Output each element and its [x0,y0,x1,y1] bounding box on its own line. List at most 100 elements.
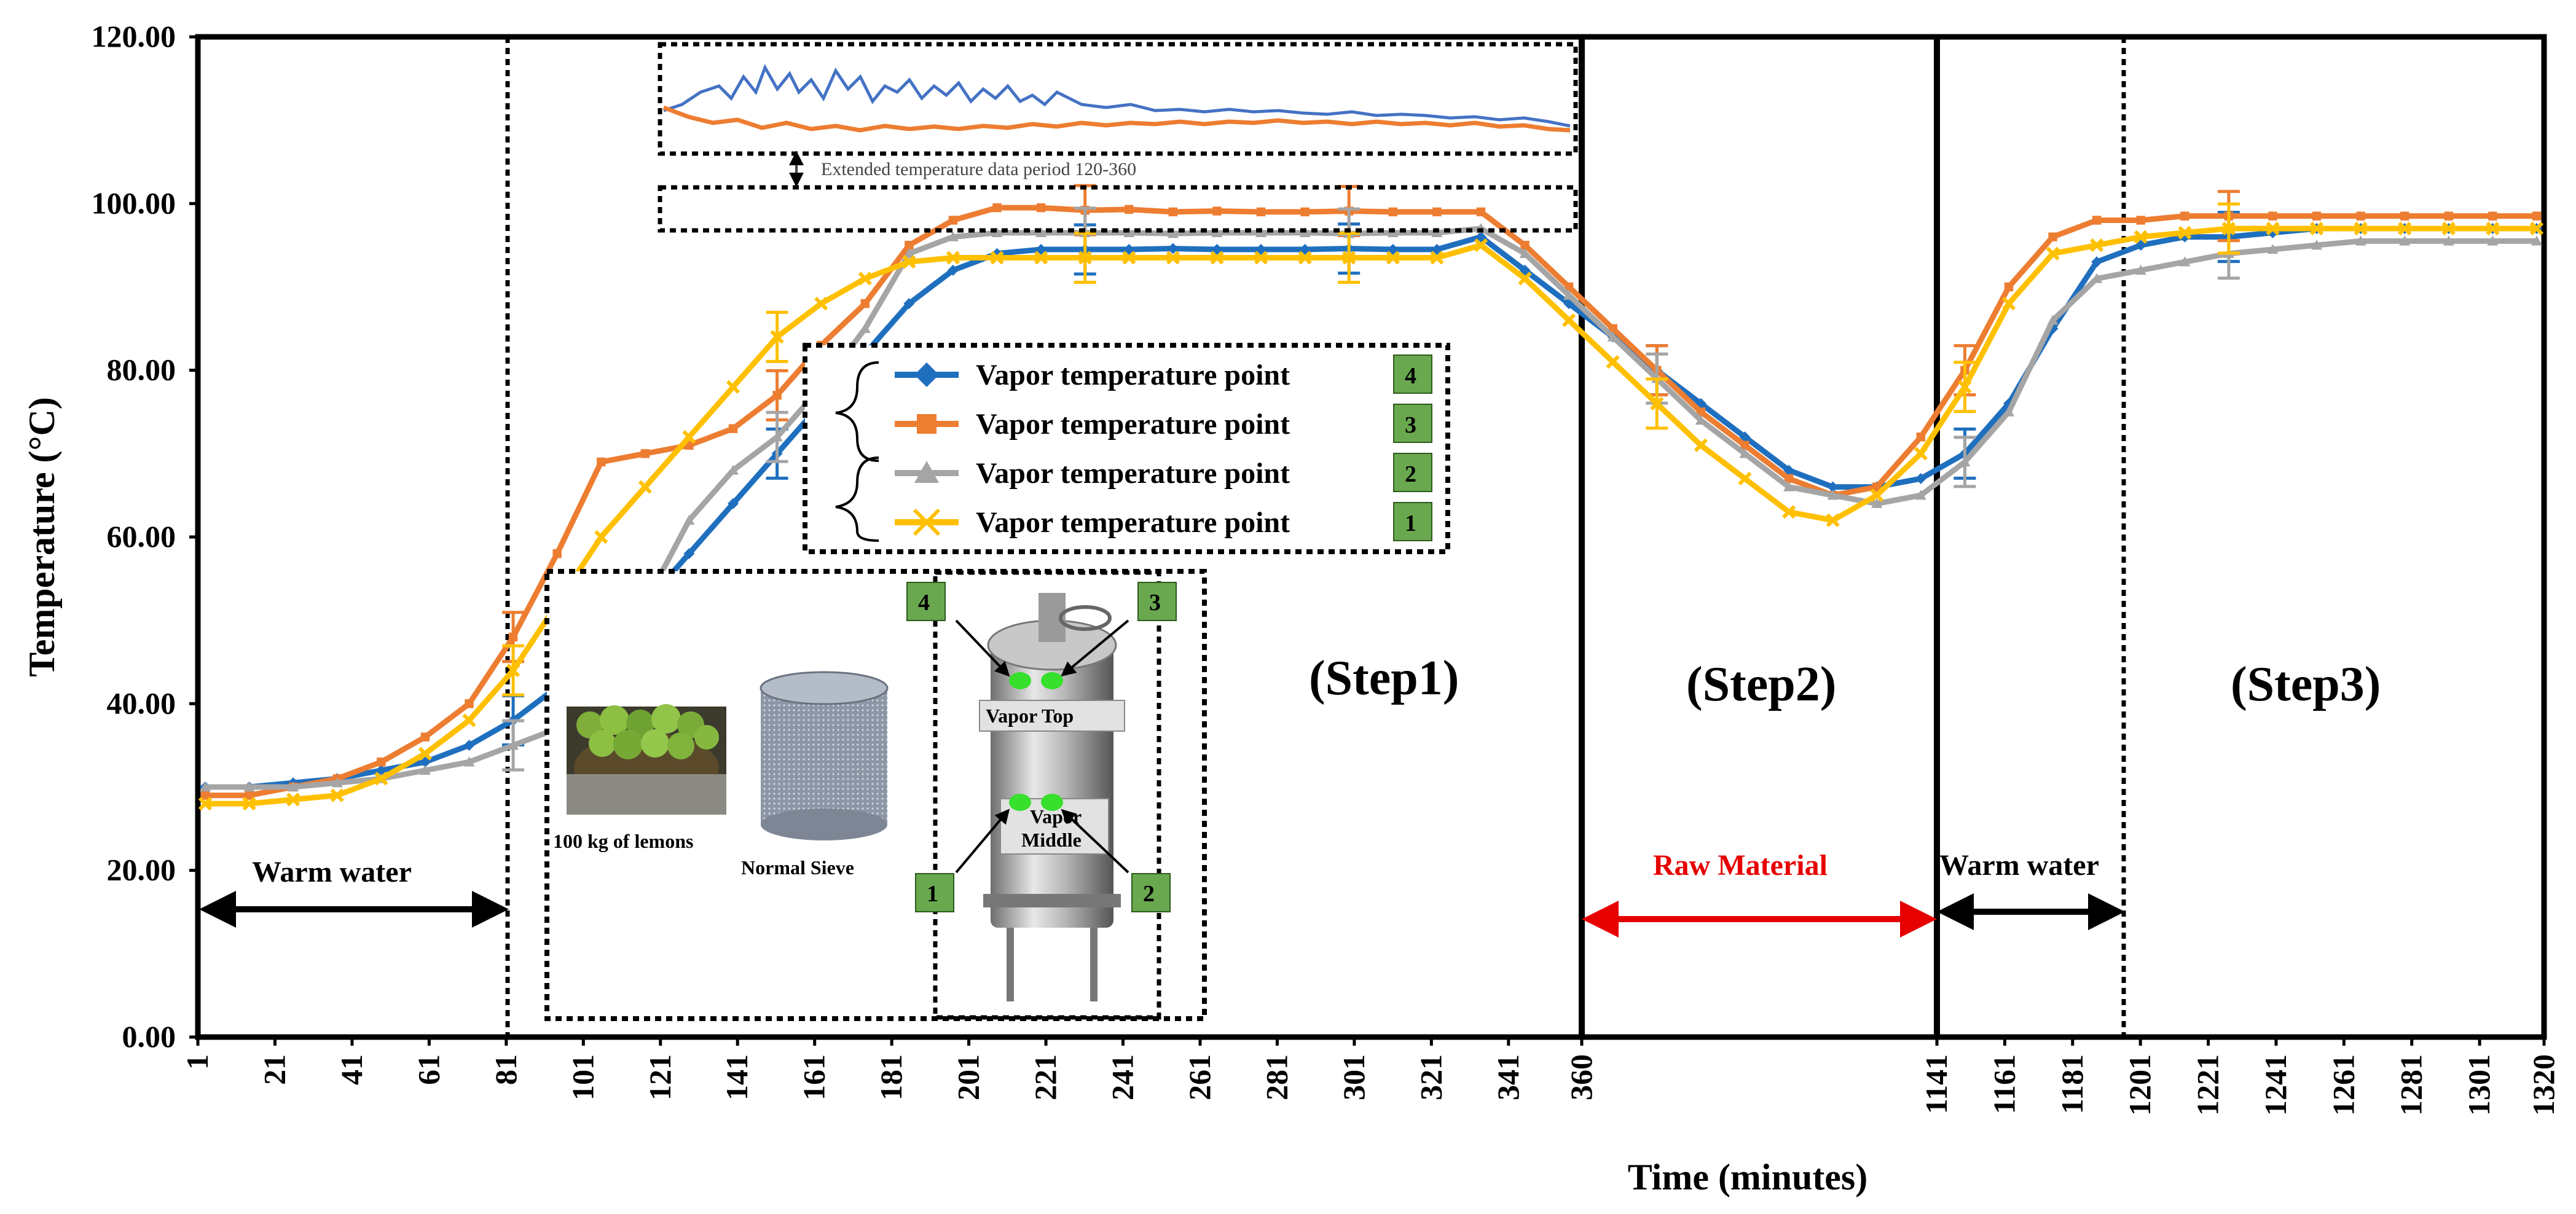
data-point [947,264,959,276]
data-point [1125,205,1134,214]
data-point [726,380,740,394]
error-bar [1954,436,1976,488]
data-point [377,758,386,767]
x-tick-label: 1161 [1987,1054,2021,1114]
legend-entry-1: Vapor temperature point 1 [895,502,1432,541]
x-tick-label: 121 [643,1054,677,1100]
data-point [1872,482,1882,491]
legend-badge: 2 [1405,461,1416,487]
legend-badge-box [1393,404,1432,443]
lemons-caption: 100 kg of lemons [553,830,693,852]
device-badge-3-box [1137,582,1177,621]
data-point [992,203,1002,213]
error-bar [1074,232,1096,284]
sieve-image [760,671,889,840]
y-tick-label: 40.00 [107,686,176,720]
data-point [2267,243,2279,254]
data-point [418,746,433,761]
error-bar [1646,377,1668,430]
device-badge-3: 3 [1149,590,1161,616]
legend-badge-box [1393,502,1432,541]
data-point [2266,221,2280,236]
data-point [1781,505,1796,519]
data-point [946,251,960,265]
data-point [1871,498,1883,508]
data-point [375,764,387,776]
y-tick-label: 120.00 [92,19,176,53]
x-tick-label: 161 [797,1054,831,1100]
x-tick-label: 1281 [2394,1054,2429,1116]
data-point [638,480,652,494]
data-point [902,255,916,269]
series-line-3 [205,205,2537,799]
legend-swatch-marker [913,508,941,536]
equipment-inset: 100 kg of lemons Normal Sieve Vapor Top … [544,569,1207,1021]
device-badge-1: 1 [927,881,938,907]
data-point [903,298,915,310]
data-point [858,272,872,286]
legend-box [803,343,1450,554]
data-point [1696,407,1706,417]
legend-swatch-marker [914,362,939,387]
data-point [905,240,914,250]
data-point [1300,207,1310,217]
data-point [1740,441,1749,450]
device-badge-1-box [915,873,954,912]
legend-label: Vapor temperature point [976,408,1290,441]
data-point [419,764,431,775]
data-point [2529,221,2544,236]
x-tick-label: 1221 [2191,1054,2225,1116]
data-point [1298,251,1312,265]
error-bar [502,644,525,697]
data-point [2091,256,2103,268]
data-point [1739,448,1751,458]
data-point [552,549,562,558]
data-point [1168,207,1178,217]
data-point [1738,471,1752,486]
data-point [286,793,300,807]
data-point [2354,221,2368,236]
data-point [2532,211,2542,221]
error-bar [766,310,788,363]
x-tick-label: 241 [1105,1054,1140,1100]
data-point [640,449,650,458]
data-point [2400,211,2409,221]
x-tick-label: 341 [1491,1054,1525,1100]
device-badge-4: 4 [918,590,930,616]
data-point [1563,289,1575,300]
sensor-dot-3 [1041,672,1063,689]
legend-badge: 1 [1405,511,1416,536]
x-tick-label: 141 [720,1054,754,1100]
data-point [1167,243,1179,254]
data-point [1212,206,1222,216]
data-point [1122,251,1136,265]
pointer-4 [955,619,1010,677]
x-tick-label: 1141 [1919,1054,1954,1114]
x-tick-label: 221 [1028,1054,1062,1100]
legend-label: Vapor temperature point [976,457,1290,490]
data-point [728,424,738,433]
data-point [242,797,256,811]
data-point [594,530,608,544]
data-point [463,756,475,767]
data-point [2092,216,2102,225]
series-line-1 [205,225,2537,807]
data-point [860,299,870,308]
legend-badge: 3 [1405,412,1416,438]
data-point [1783,464,1795,476]
data-point [903,248,915,258]
vapor-middle-label-line2: Middle [1021,829,1082,851]
data-point [2178,225,2192,240]
data-point [1475,231,1486,243]
data-point [2001,297,2016,311]
data-point [330,788,344,802]
x-tick-label: 1320 [2526,1054,2561,1116]
legend-label: Vapor temperature point [976,506,1290,539]
data-point [1211,243,1223,255]
data-point [1034,251,1048,265]
legend-entry-3: Vapor temperature point 3 [895,404,1432,443]
data-point [1694,438,1708,452]
data-point [1695,415,1706,425]
inset-source-box [658,185,1578,233]
data-point [1520,240,1530,250]
